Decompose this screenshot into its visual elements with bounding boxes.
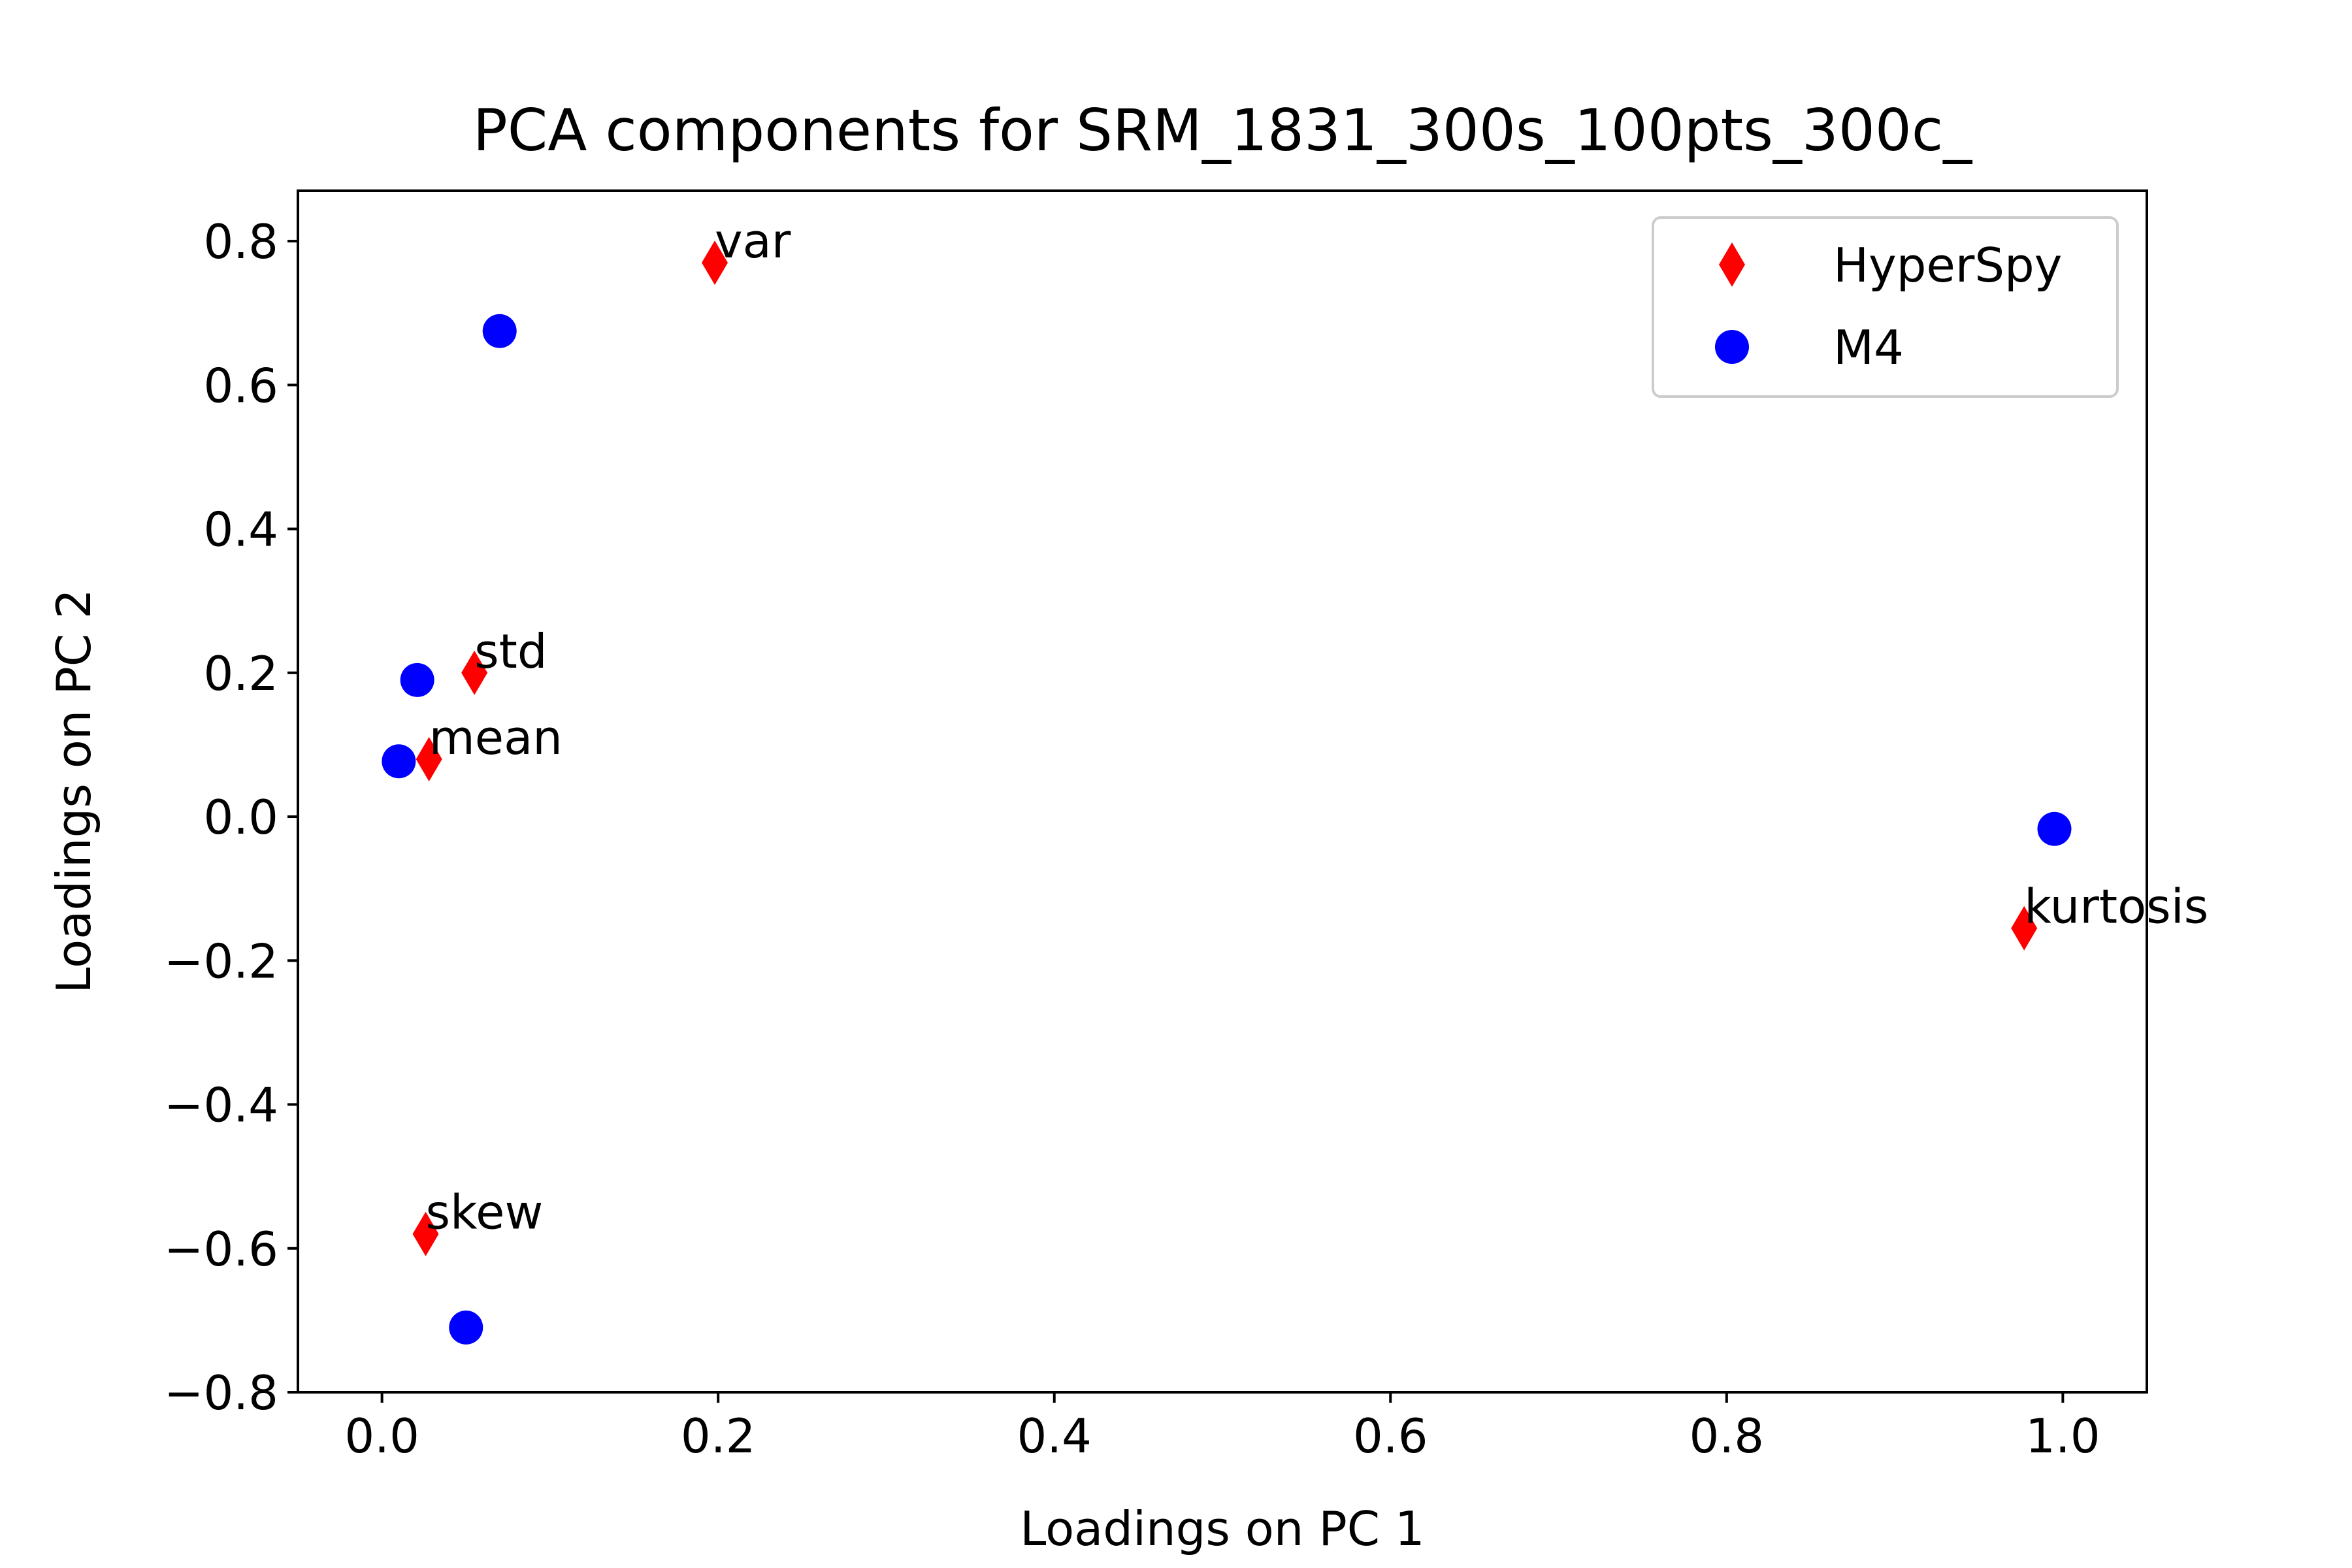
- data-point-hyperspy: [416, 736, 442, 781]
- data-point-m4: [400, 662, 434, 697]
- data-point-hyperspy: [2011, 906, 2038, 951]
- legend-box: [1652, 216, 2119, 398]
- y-tick-label: 0.6: [203, 358, 278, 413]
- data-point-hyperspy: [702, 240, 728, 286]
- plot-area: mean std var skew kurtosis: [382, 214, 2208, 1345]
- x-tick-label: 0.4: [1017, 1409, 1092, 1463]
- point-label: std: [474, 624, 547, 679]
- data-point-hyperspy: [412, 1211, 439, 1256]
- point-label: kurtosis: [2024, 879, 2208, 934]
- legend-marker-m4: [1715, 330, 1749, 364]
- y-axis-ticks: −0.8 −0.6 −0.4 −0.2 0.0 0.2 0.4 0.6 0.8: [164, 214, 298, 1420]
- point-label: var: [715, 214, 791, 269]
- point-label: mean: [429, 710, 563, 765]
- legend-marker-hyperspy: [1719, 242, 1745, 287]
- y-tick-label: −0.8: [164, 1365, 278, 1420]
- data-point-m4: [482, 314, 517, 348]
- legend: HyperSpy M4: [1652, 216, 2119, 398]
- x-axis-ticks: 0.0 0.2 0.4 0.6 0.8 1.0: [344, 1392, 2100, 1463]
- chart-title: PCA components for SRM_1831_300s_100pts_…: [473, 97, 1973, 164]
- x-tick-label: 0.6: [1353, 1409, 1428, 1463]
- data-point-hyperspy: [461, 650, 488, 695]
- y-tick-label: 0.2: [203, 646, 278, 701]
- axes-frame: [297, 189, 2148, 1394]
- point-label: skew: [426, 1185, 544, 1240]
- y-tick-label: −0.2: [164, 934, 278, 988]
- legend-label: HyperSpy: [1833, 238, 2062, 293]
- x-tick-label: 1.0: [2025, 1409, 2100, 1463]
- y-tick-label: −0.4: [164, 1078, 278, 1133]
- y-tick-label: 0.4: [203, 502, 278, 557]
- y-axis-label: Loadings on PC 2: [46, 589, 101, 993]
- data-point-m4: [382, 744, 416, 779]
- data-point-m4: [449, 1310, 483, 1345]
- x-axis-label: Loadings on PC 1: [1020, 1501, 1424, 1556]
- y-tick-label: 0.8: [203, 214, 278, 269]
- x-tick-label: 0.8: [1690, 1409, 1765, 1463]
- x-tick-label: 0.2: [681, 1409, 756, 1463]
- y-tick-label: 0.0: [203, 790, 278, 845]
- legend-label: M4: [1833, 320, 1904, 375]
- y-tick-label: −0.6: [164, 1222, 278, 1277]
- x-tick-label: 0.0: [344, 1409, 419, 1463]
- data-point-m4: [2037, 811, 2072, 846]
